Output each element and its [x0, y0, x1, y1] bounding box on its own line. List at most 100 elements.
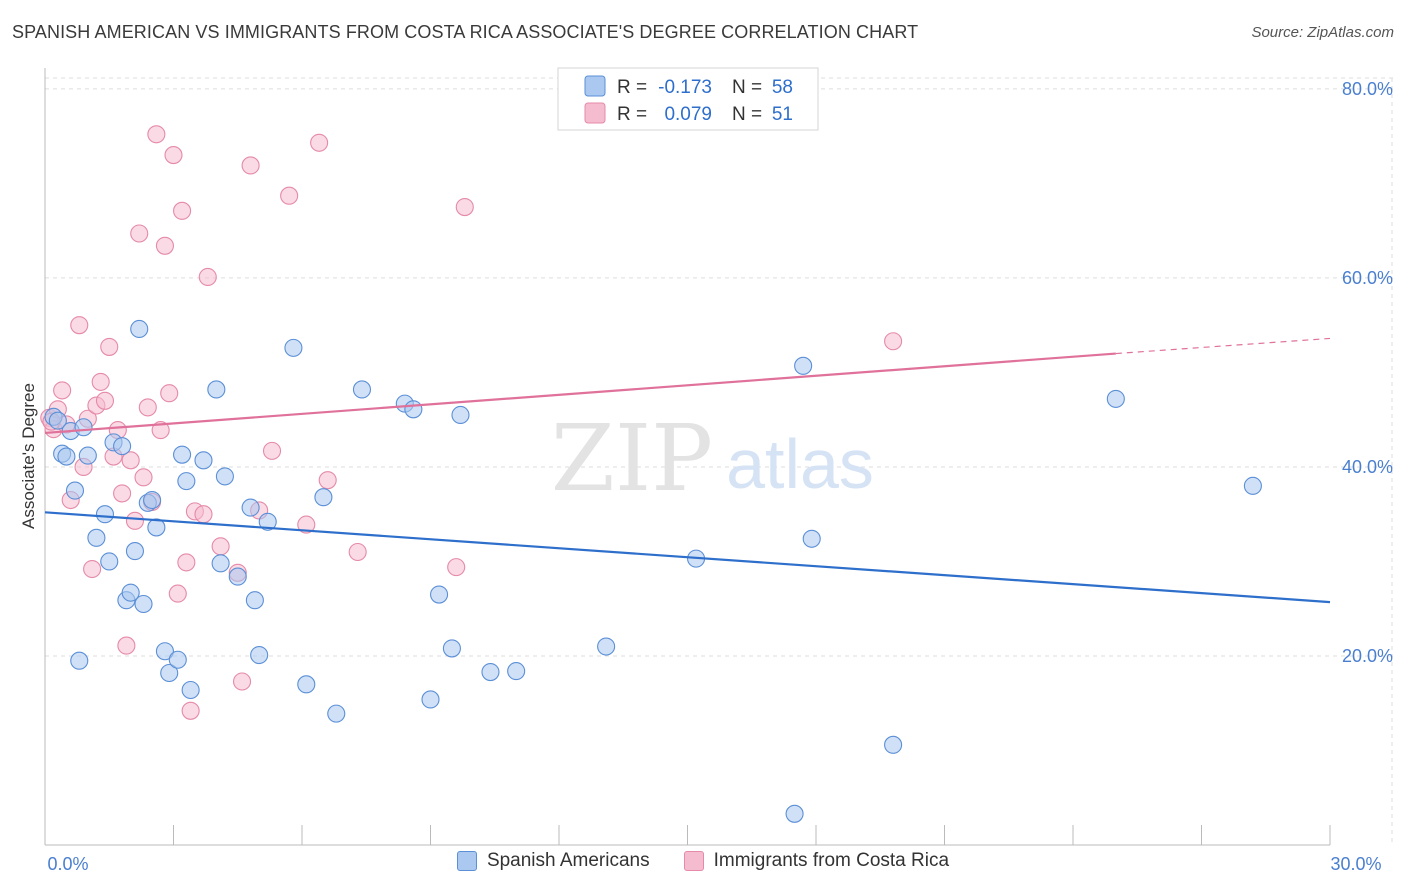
trend-lines	[44, 337, 1331, 604]
pink-point-36	[211, 537, 230, 556]
legend-item-spanish-americans[interactable]: Spanish Americans	[456, 850, 650, 872]
pink-point-31	[177, 553, 196, 572]
blue-point-26	[194, 451, 213, 470]
stats-r-label-blue: R =	[617, 77, 647, 98]
x-tick-label-min: 0.0%	[47, 854, 88, 874]
blue-point-37	[314, 488, 333, 507]
blue-point-5	[65, 481, 85, 500]
series-spanish-americans	[44, 319, 1262, 823]
stats-swatch-pink	[584, 102, 606, 124]
blue-point-20	[155, 642, 174, 661]
pink-point-29	[168, 584, 187, 603]
pink-point-34	[194, 505, 213, 524]
trend-line-blue	[44, 511, 1331, 604]
blue-point-16	[134, 594, 153, 614]
pink-point-45	[318, 471, 337, 490]
blue-point-30	[228, 567, 247, 586]
pink-point-32	[181, 701, 200, 720]
blue-point-46	[481, 662, 500, 682]
blue-point-15	[130, 319, 149, 339]
blue-point-13	[121, 583, 140, 602]
stats-swatch-blue	[584, 75, 606, 97]
pink-point-44	[310, 133, 329, 152]
blue-point-47	[507, 662, 526, 681]
chart-legend: Spanish Americans Immigrants from Costa …	[0, 850, 1406, 872]
stats-n-value-pink: 51	[772, 104, 793, 125]
trend-line-pink	[44, 352, 1116, 435]
blue-point-9	[95, 505, 115, 524]
blue-point-55	[785, 804, 804, 823]
pink-point-39	[241, 156, 260, 175]
watermark-zip: ZIP	[551, 405, 713, 512]
blue-point-3	[57, 447, 76, 466]
x-tick-label-max: 30.0%	[1330, 854, 1381, 874]
pink-point-6	[70, 316, 89, 335]
blue-point-6	[74, 418, 93, 437]
blue-point-57	[100, 552, 119, 571]
chart-title: SPANISH AMERICAN VS IMMIGRANTS FROM COST…	[12, 22, 919, 42]
blue-point-45	[451, 405, 470, 425]
blue-point-27	[207, 380, 226, 399]
blue-point-34	[258, 512, 277, 531]
legend-swatch-blue	[456, 851, 477, 871]
legend-label-immigrants-costa-rica: Immigrants from Costa Rica	[713, 850, 950, 871]
pink-point-38	[232, 672, 252, 691]
y-tick-label-2: 60.0%	[1342, 268, 1393, 288]
blue-point-18	[143, 490, 162, 510]
pink-point-47	[447, 558, 466, 577]
y-axis-label: Associate's Degree	[19, 383, 38, 529]
pink-point-30	[173, 201, 192, 220]
y-tick-label-1: 40.0%	[1342, 457, 1393, 477]
x-tick-labels: 0.0% 30.0%	[47, 854, 1381, 874]
pink-point-11	[91, 372, 110, 391]
pink-point-12	[95, 391, 115, 410]
pink-point-22	[138, 398, 157, 417]
blue-point-42	[421, 690, 440, 709]
trend-line-pink-extension	[1115, 337, 1331, 355]
pink-point-46	[348, 542, 367, 562]
legend-label-spanish-americans: Spanish Americans	[486, 850, 650, 871]
blue-point-52	[884, 735, 903, 754]
pink-point-20	[130, 224, 149, 243]
blue-point-14	[125, 542, 144, 561]
blue-point-11	[113, 437, 132, 456]
blue-point-41	[404, 400, 423, 419]
legend-item-immigrants-costa-rica[interactable]: Immigrants from Costa Rica	[683, 850, 950, 872]
blue-point-31	[241, 498, 260, 517]
blue-point-24	[177, 472, 196, 491]
blue-point-1	[48, 411, 67, 430]
blue-point-36	[297, 675, 316, 694]
pink-point-3	[53, 381, 72, 400]
stats-r-value-pink: 0.079	[664, 104, 712, 125]
pink-point-48	[455, 197, 474, 217]
pink-point-21	[134, 468, 153, 487]
stats-r-label-pink: R =	[617, 104, 647, 125]
watermark-atlas: atlas	[726, 425, 874, 503]
pink-point-27	[160, 384, 179, 403]
blue-point-29	[215, 467, 234, 486]
pink-point-17	[117, 636, 136, 655]
stats-n-value-blue: 58	[772, 77, 793, 98]
blue-point-53	[1106, 389, 1125, 408]
blue-point-51	[802, 529, 821, 548]
blue-point-48	[597, 637, 616, 656]
y-tick-label-3: 80.0%	[1342, 79, 1393, 99]
pink-point-43	[297, 515, 316, 534]
legend-swatch-pink	[683, 851, 704, 871]
source-label: Source: ZipAtlas.com	[1251, 24, 1394, 41]
pink-point-42	[280, 186, 299, 205]
pink-point-35	[198, 267, 217, 287]
y-tick-labels: 20.0% 40.0% 60.0% 80.0%	[1342, 79, 1393, 666]
blue-point-19	[147, 518, 166, 537]
pink-point-41	[262, 441, 282, 460]
pink-point-49	[884, 332, 903, 351]
blue-point-23	[173, 445, 192, 464]
blue-point-44	[442, 639, 461, 658]
pink-point-19	[125, 511, 144, 530]
blue-point-25	[181, 680, 200, 700]
blue-point-33	[250, 645, 269, 665]
blue-point-32	[245, 591, 264, 610]
stats-n-label-pink: N =	[732, 104, 762, 125]
pink-point-28	[164, 146, 183, 165]
